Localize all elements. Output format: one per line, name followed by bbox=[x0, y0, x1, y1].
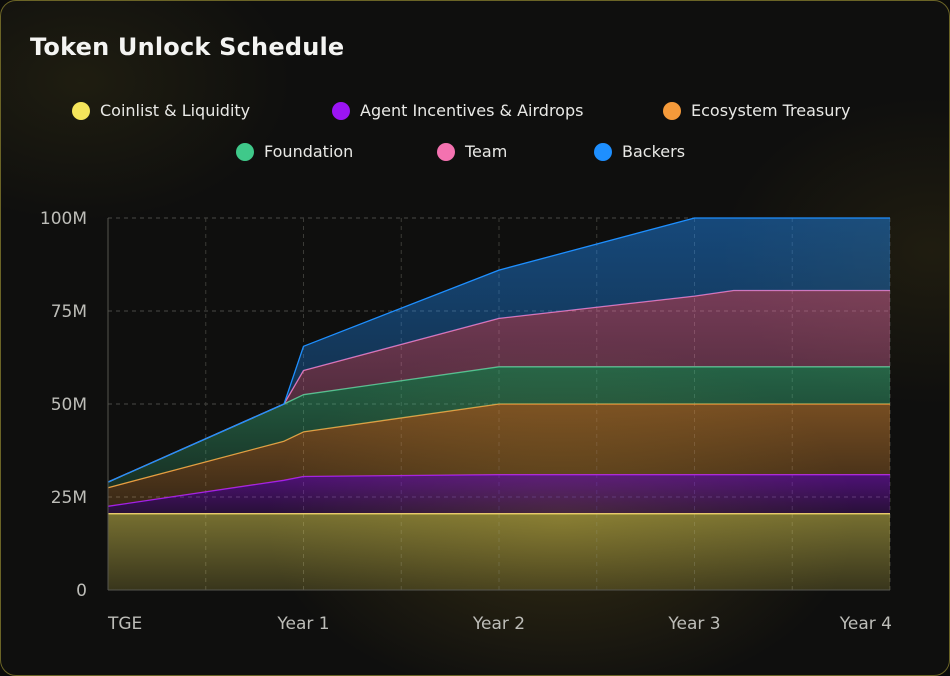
legend-label-team: Team bbox=[465, 142, 508, 161]
legend-label-foundation: Foundation bbox=[264, 142, 354, 161]
x-tick-label: Year 3 bbox=[667, 614, 720, 634]
y-tick-label: 75M bbox=[51, 302, 87, 322]
legend-item-team[interactable]: Team bbox=[437, 142, 507, 161]
area-team[interactable] bbox=[108, 290, 890, 483]
x-tick-label: Year 4 bbox=[839, 614, 892, 634]
y-tick-label: 50M bbox=[51, 395, 87, 415]
legend-swatch-backers bbox=[594, 142, 612, 161]
x-tick-label: Year 2 bbox=[472, 614, 525, 634]
legend-item-agent-incentives-airdrops[interactable]: Agent Incentives & Airdrops bbox=[332, 101, 583, 120]
x-tick-label: Year 1 bbox=[276, 614, 329, 634]
area-coinlist-liquidity[interactable] bbox=[108, 513, 890, 590]
legend-swatch-foundation bbox=[236, 142, 254, 161]
area-backers[interactable] bbox=[108, 218, 890, 483]
chart-title: Token Unlock Schedule bbox=[30, 33, 345, 61]
y-tick-label: 100M bbox=[40, 209, 87, 229]
area-agent-incentives-airdrops[interactable] bbox=[108, 474, 890, 514]
legend-label-ecosystem-treasury: Ecosystem Treasury bbox=[691, 101, 851, 120]
axes bbox=[107, 218, 890, 591]
area-ecosystem-treasury[interactable] bbox=[108, 404, 890, 507]
tick-labels: 0 25M 50M 75M 100M TGE Year 1 Year 2 Year 3 Year … bbox=[40, 209, 892, 634]
legend-label-backers: Backers bbox=[622, 142, 686, 161]
area-foundation[interactable] bbox=[108, 366, 890, 488]
y-tick-label: 0 bbox=[76, 581, 87, 601]
y-tick-label: 25M bbox=[51, 488, 87, 508]
line-backers bbox=[107, 217, 890, 483]
legend-label-agent-incentives-airdrops: Agent Incentives & Airdrops bbox=[360, 101, 584, 120]
legend-item-coinlist-liquidity[interactable]: Coinlist & Liquidity bbox=[72, 101, 250, 120]
legend-swatch-agent-incentives-airdrops bbox=[332, 101, 350, 120]
legend-label-coinlist-liquidity: Coinlist & Liquidity bbox=[100, 101, 251, 120]
legend-swatch-ecosystem-treasury bbox=[663, 101, 681, 120]
legend-swatch-team bbox=[437, 142, 455, 161]
legend-item-ecosystem-treasury[interactable]: Ecosystem Treasury bbox=[663, 101, 850, 120]
legend-swatch-coinlist-liquidity bbox=[72, 101, 90, 120]
legend-item-foundation[interactable]: Foundation bbox=[236, 142, 353, 161]
x-tick-label: TGE bbox=[107, 614, 142, 634]
area-series bbox=[107, 217, 890, 590]
legend-item-backers[interactable]: Backers bbox=[594, 142, 685, 161]
